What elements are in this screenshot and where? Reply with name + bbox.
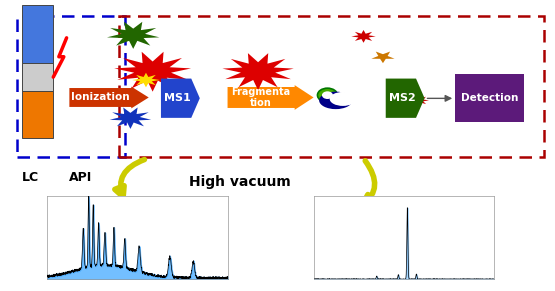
Text: High vacuum: High vacuum bbox=[189, 175, 290, 189]
FancyArrowPatch shape bbox=[362, 161, 375, 204]
Text: Ionization: Ionization bbox=[72, 93, 130, 102]
Text: Detection: Detection bbox=[461, 93, 518, 103]
Text: Fragmenta
tion: Fragmenta tion bbox=[231, 87, 290, 108]
Polygon shape bbox=[228, 85, 314, 110]
Polygon shape bbox=[110, 107, 151, 129]
Text: API: API bbox=[69, 171, 92, 184]
Bar bbox=[119, 16, 544, 157]
Bar bbox=[22, 63, 53, 91]
Text: LC: LC bbox=[22, 171, 39, 184]
Text: MS1: MS1 bbox=[164, 93, 190, 103]
Text: MS2: MS2 bbox=[388, 93, 415, 103]
Polygon shape bbox=[132, 73, 160, 87]
Circle shape bbox=[330, 92, 356, 106]
Ellipse shape bbox=[322, 91, 333, 99]
FancyArrowPatch shape bbox=[115, 159, 144, 197]
Polygon shape bbox=[351, 30, 376, 43]
Polygon shape bbox=[371, 52, 395, 63]
Ellipse shape bbox=[317, 88, 337, 102]
Bar bbox=[17, 16, 125, 157]
Polygon shape bbox=[223, 53, 294, 90]
Polygon shape bbox=[386, 79, 425, 118]
Polygon shape bbox=[107, 22, 159, 49]
Polygon shape bbox=[69, 87, 149, 108]
Bar bbox=[22, 5, 53, 63]
Circle shape bbox=[319, 92, 352, 109]
Polygon shape bbox=[161, 79, 200, 118]
Polygon shape bbox=[409, 95, 429, 106]
Polygon shape bbox=[114, 52, 191, 92]
Bar bbox=[22, 91, 53, 138]
Bar bbox=[455, 74, 524, 122]
